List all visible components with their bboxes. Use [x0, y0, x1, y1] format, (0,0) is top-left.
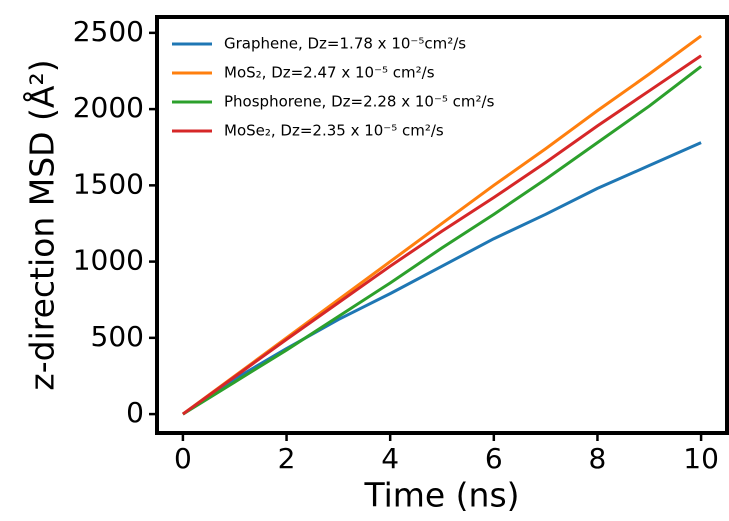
legend-label: MoS₂, Dz=2.47 x 10⁻⁵ cm²/s — [224, 64, 435, 82]
x-tick-label: 8 — [589, 442, 607, 475]
y-tick-label: 0 — [126, 396, 144, 429]
y-tick-label: 500 — [91, 320, 144, 353]
x-tick-label: 0 — [174, 442, 192, 475]
y-tick-label: 2500 — [73, 15, 144, 48]
x-tick-label: 10 — [683, 442, 719, 475]
series-line — [182, 54, 702, 416]
y-axis-label: z-direction MSD (Å²) — [22, 59, 62, 390]
legend-label: Graphene, Dz=1.78 x 10⁻⁵cm²/s — [224, 35, 466, 53]
series-line — [182, 141, 702, 416]
x-tick-label: 4 — [381, 442, 399, 475]
plot-frame — [155, 15, 729, 435]
x-tick-label: 2 — [278, 442, 296, 475]
legend-label: Phosphorene, Dz=2.28 x 10⁻⁵ cm²/s — [224, 93, 495, 111]
y-tick-label: 1500 — [73, 167, 144, 200]
x-axis-label: Time (ns) — [363, 476, 519, 515]
y-tick-label: 1000 — [73, 244, 144, 277]
series-line — [182, 65, 703, 416]
y-tick-label: 2000 — [73, 91, 144, 124]
legend-label: MoSe₂, Dz=2.35 x 10⁻⁵ cm²/s — [224, 122, 444, 140]
x-tick-label: 6 — [485, 442, 503, 475]
